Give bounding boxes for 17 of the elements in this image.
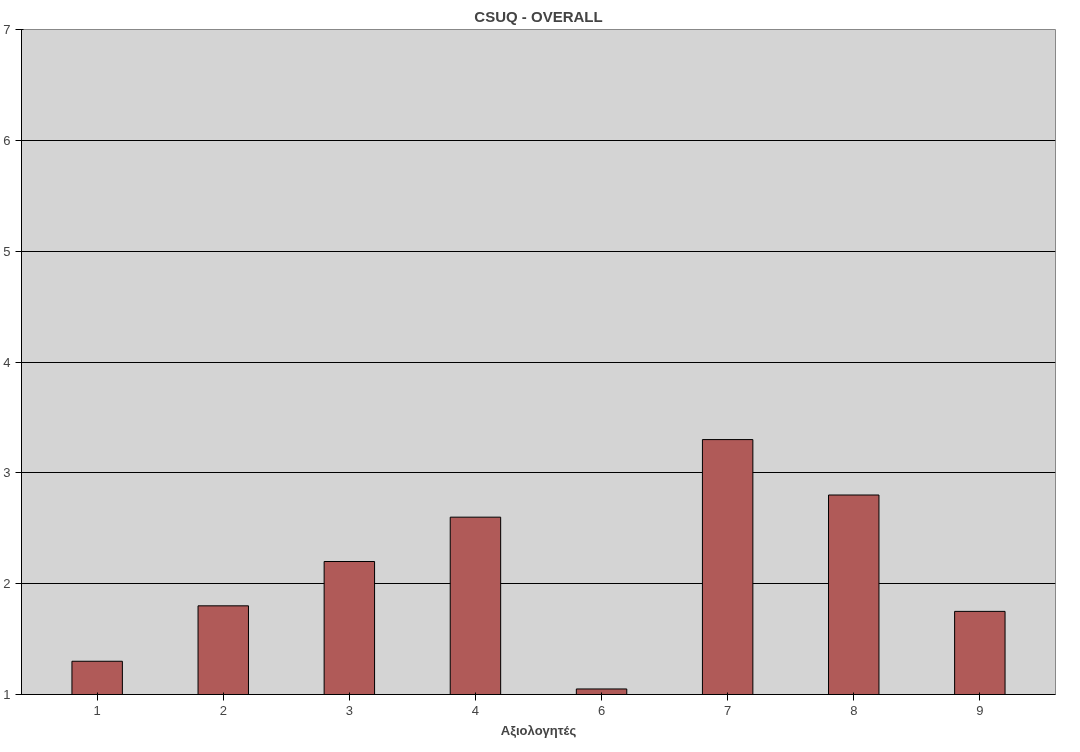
x-tick-label: 7 bbox=[724, 702, 732, 718]
x-tick-label: 6 bbox=[597, 702, 606, 718]
x-tick-label: 3 bbox=[345, 702, 353, 718]
y-tick-label: 4 bbox=[3, 354, 11, 370]
x-tick-label: 8 bbox=[850, 702, 858, 718]
y-tick-label: 1 bbox=[3, 687, 11, 702]
x-tick-label: 1 bbox=[93, 702, 101, 718]
y-tick-label: 2 bbox=[3, 576, 11, 592]
x-tick-label: 4 bbox=[471, 702, 480, 718]
y-tick-label: 7 bbox=[3, 22, 11, 37]
y-tick-label: 6 bbox=[3, 132, 11, 148]
chart-title: CSUQ - OVERALL bbox=[474, 7, 603, 25]
y-tick-label: 5 bbox=[3, 243, 11, 259]
y-tick-label: 3 bbox=[3, 465, 11, 481]
x-tick-label: 9 bbox=[976, 702, 984, 718]
x-tick-label: 2 bbox=[219, 702, 227, 718]
x-axis-title: Αξιολογητές bbox=[500, 722, 577, 738]
